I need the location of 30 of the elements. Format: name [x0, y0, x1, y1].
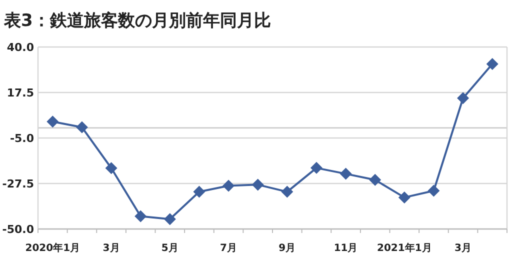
- point: [369, 174, 382, 186]
- point: [398, 191, 410, 204]
- y-tick-label: 17.5: [6, 86, 34, 100]
- x-tick-label: 2020年1月: [25, 242, 80, 254]
- x-tick-label: 11月: [334, 243, 358, 254]
- x-tick-label: 3月: [454, 243, 472, 254]
- point: [340, 168, 352, 180]
- x-tick-label: 2021年1月: [377, 242, 432, 254]
- y-tick-label: 40.0: [6, 41, 34, 54]
- point: [428, 184, 440, 197]
- point: [105, 162, 118, 174]
- point: [457, 92, 470, 104]
- point: [310, 162, 322, 174]
- x-tick-label: 9月: [278, 243, 296, 254]
- x-tick-label: 7月: [220, 243, 238, 254]
- chart-title: 表3：鉄道旅客数の月別前年同月比: [3, 11, 271, 31]
- x-tick-label: 3月: [102, 243, 120, 254]
- x-tick-label: 5月: [161, 243, 178, 254]
- y-tick-label: -27.5: [2, 178, 34, 190]
- point: [222, 180, 235, 192]
- point: [76, 121, 88, 134]
- point: [164, 213, 176, 226]
- point: [486, 58, 498, 70]
- point: [281, 186, 294, 198]
- y-tick-label: -5.0: [10, 132, 34, 145]
- point: [134, 210, 147, 222]
- point: [252, 178, 264, 191]
- point: [193, 186, 206, 198]
- y-tick-label: -50.0: [2, 223, 34, 236]
- point: [46, 116, 59, 128]
